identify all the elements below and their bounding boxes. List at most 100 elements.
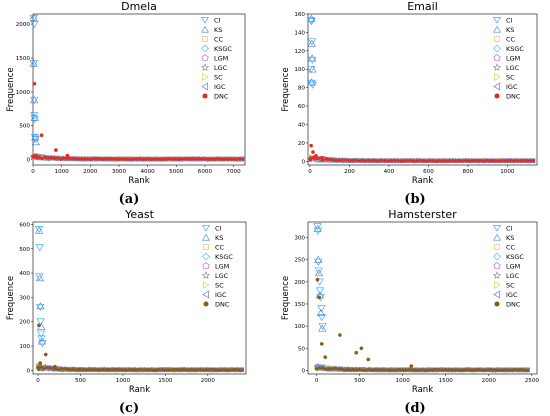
yeast-legend-cc-icon [203, 244, 209, 250]
email-dnc-tail-marker [392, 158, 396, 163]
hamsterster-dnc-tail-marker [516, 368, 520, 372]
email-dnc-tail-marker [502, 159, 506, 163]
hamsterster-dnc-tail-marker [440, 368, 444, 372]
email-legend-lgm-label: LGM [506, 54, 520, 62]
hamsterster-xtick-label: 0 [315, 378, 319, 384]
email-legend-lgc-label: LGC [506, 64, 520, 72]
yeast-dnc-tail-marker [130, 368, 135, 372]
yeast-ytick-label: 100 [19, 344, 30, 350]
dmela-dnc-tail-marker [216, 157, 220, 161]
hamsterster-dnc-tail-marker [428, 368, 432, 372]
yeast-dnc-tail-marker [219, 368, 223, 372]
hamsterster-dnc-tail-marker [324, 367, 328, 371]
hamsterster-legend-lgm-label: LGM [506, 262, 520, 270]
yeast-dnc-tail-marker [234, 367, 238, 372]
email-dnc-tail-marker [363, 159, 367, 163]
dmela-legend-dnc-icon [202, 93, 208, 99]
yeast-legend-cc-label: CC [215, 243, 225, 251]
email-legend-cc-label: CC [506, 35, 516, 43]
yeast-dnc-tail-marker [113, 367, 117, 372]
hamsterster-legend-ksgc-icon [493, 252, 501, 261]
email-dnc-tail-marker [421, 159, 425, 163]
dmela-dnc-tail-marker [101, 157, 105, 161]
hamsterster-legend-cc-label: CC [506, 243, 516, 251]
hamsterster-dnc-tail-marker [467, 368, 472, 372]
email-ylabel: Frequence [281, 67, 291, 111]
yeast-markers [34, 226, 245, 373]
email-dnc-tail-marker [402, 159, 406, 163]
email-ytick-label: 0 [301, 159, 305, 165]
dmela-ci-point [30, 96, 39, 104]
email-dnc-tail-marker [347, 158, 351, 162]
email-dnc-tail-marker [395, 159, 399, 163]
yeast-dnc-tail-marker [98, 368, 102, 372]
dmela-dnc-point [65, 153, 70, 158]
email-xlabel: Rank [412, 176, 433, 186]
dmela-dnc-tail-marker [179, 157, 184, 161]
dmela-legend-igc-label: IGC [214, 83, 226, 91]
hamsterster-dnc-point [315, 277, 320, 282]
dmela-legend-cc-icon [202, 36, 208, 42]
yeast-dnc-point [53, 364, 57, 369]
email-dnc-tail-marker [463, 158, 467, 163]
hamsterster-dnc-tail-marker [339, 367, 343, 371]
yeast-legend-lgm-label: LGM [215, 262, 229, 270]
dmela-ytick-label: 1000 [16, 90, 31, 96]
email-dnc-tail-marker [385, 159, 390, 163]
email-dnc-tail-marker [311, 156, 315, 160]
email-legend-ks-label: KS [506, 26, 514, 34]
hamsterster-ytick-label: 250 [294, 258, 305, 264]
hamsterster-xtick-label: 1000 [396, 378, 411, 384]
hamsterster-legend-igc-label: IGC [506, 291, 518, 299]
email-dnc-tail-marker [369, 158, 373, 163]
email-dnc-tail-marker [512, 159, 516, 163]
hamsterster-dnc-tail-marker [333, 366, 337, 370]
email-dnc-point [309, 143, 313, 148]
yeast-dnc-tail-marker [175, 367, 179, 372]
yeast-dnc-tail-marker [42, 366, 46, 371]
yeast-ytick-label: 600 [19, 222, 30, 228]
dmela-xlabel: Rank [128, 176, 149, 186]
yeast-ytick-label: 500 [19, 247, 30, 253]
email-legend-sc-icon [493, 73, 501, 81]
hamsterster-dnc-tail-marker [422, 368, 426, 372]
hamsterster-ci-point [318, 322, 327, 330]
hamsterster-legend-ksgc-label: KSGC [506, 253, 524, 261]
dmela-dnc-tail-marker [213, 157, 217, 161]
yeast-dnc-tail-marker [125, 368, 129, 372]
hamsterster-dnc-tail-marker [425, 368, 429, 372]
hamsterster-dnc-tail-marker [418, 368, 423, 372]
email-dnc-tail-marker [408, 159, 412, 163]
dmela-dnc-tail-marker [234, 157, 238, 161]
panel-yeast: Yeast 0 500 1000 1500 2000 0 100 200 300 400 500 600… [0, 208, 275, 416]
yeast-legend-ksgc-icon [202, 252, 210, 261]
dmela-ci-point [30, 112, 39, 120]
email-dnc-tail-marker [476, 159, 480, 163]
dmela-xtick-label: 7000 [226, 169, 241, 175]
yeast-ks-point [35, 274, 45, 282]
dmela-dnc-tail-marker [173, 157, 178, 161]
yeast-dnc-tail-marker [71, 367, 76, 372]
dmela-dnc-tail-marker [240, 157, 244, 161]
dmela-dnc-tail-marker [52, 156, 56, 160]
hamsterster-ytick-label: 300 [294, 236, 305, 242]
hamsterster-dnc-tail-marker [360, 368, 365, 372]
chart-email: Email 0 200 400 600 800 1000 0 20 40 60 80 100 120 140… [281, 0, 538, 186]
yeast-dnc-tail-marker [160, 368, 164, 372]
hamsterster-ytick-label: 0 [301, 368, 305, 374]
dmela-dnc-tail-marker [143, 157, 147, 161]
yeast-dnc-tail-marker [104, 368, 108, 372]
yeast-xtick-label: 0 [36, 378, 40, 384]
hamsterster-dnc-tail-marker [342, 368, 346, 372]
yeast-legend-igc-icon [202, 290, 210, 299]
email-dnc-tail-marker [499, 159, 503, 163]
yeast-dnc-tail-marker [45, 365, 49, 369]
dmela-legend-lgc-label: LGC [214, 64, 228, 72]
yeast-ytick-label: 300 [19, 295, 30, 301]
yeast-ci-point [35, 244, 44, 252]
yeast-legend-ks-icon [202, 233, 210, 241]
email-legend-ci-label: CI [506, 16, 513, 24]
yeast-dnc-tail-marker [187, 368, 191, 372]
email-ytick-label: 20 [298, 141, 306, 147]
